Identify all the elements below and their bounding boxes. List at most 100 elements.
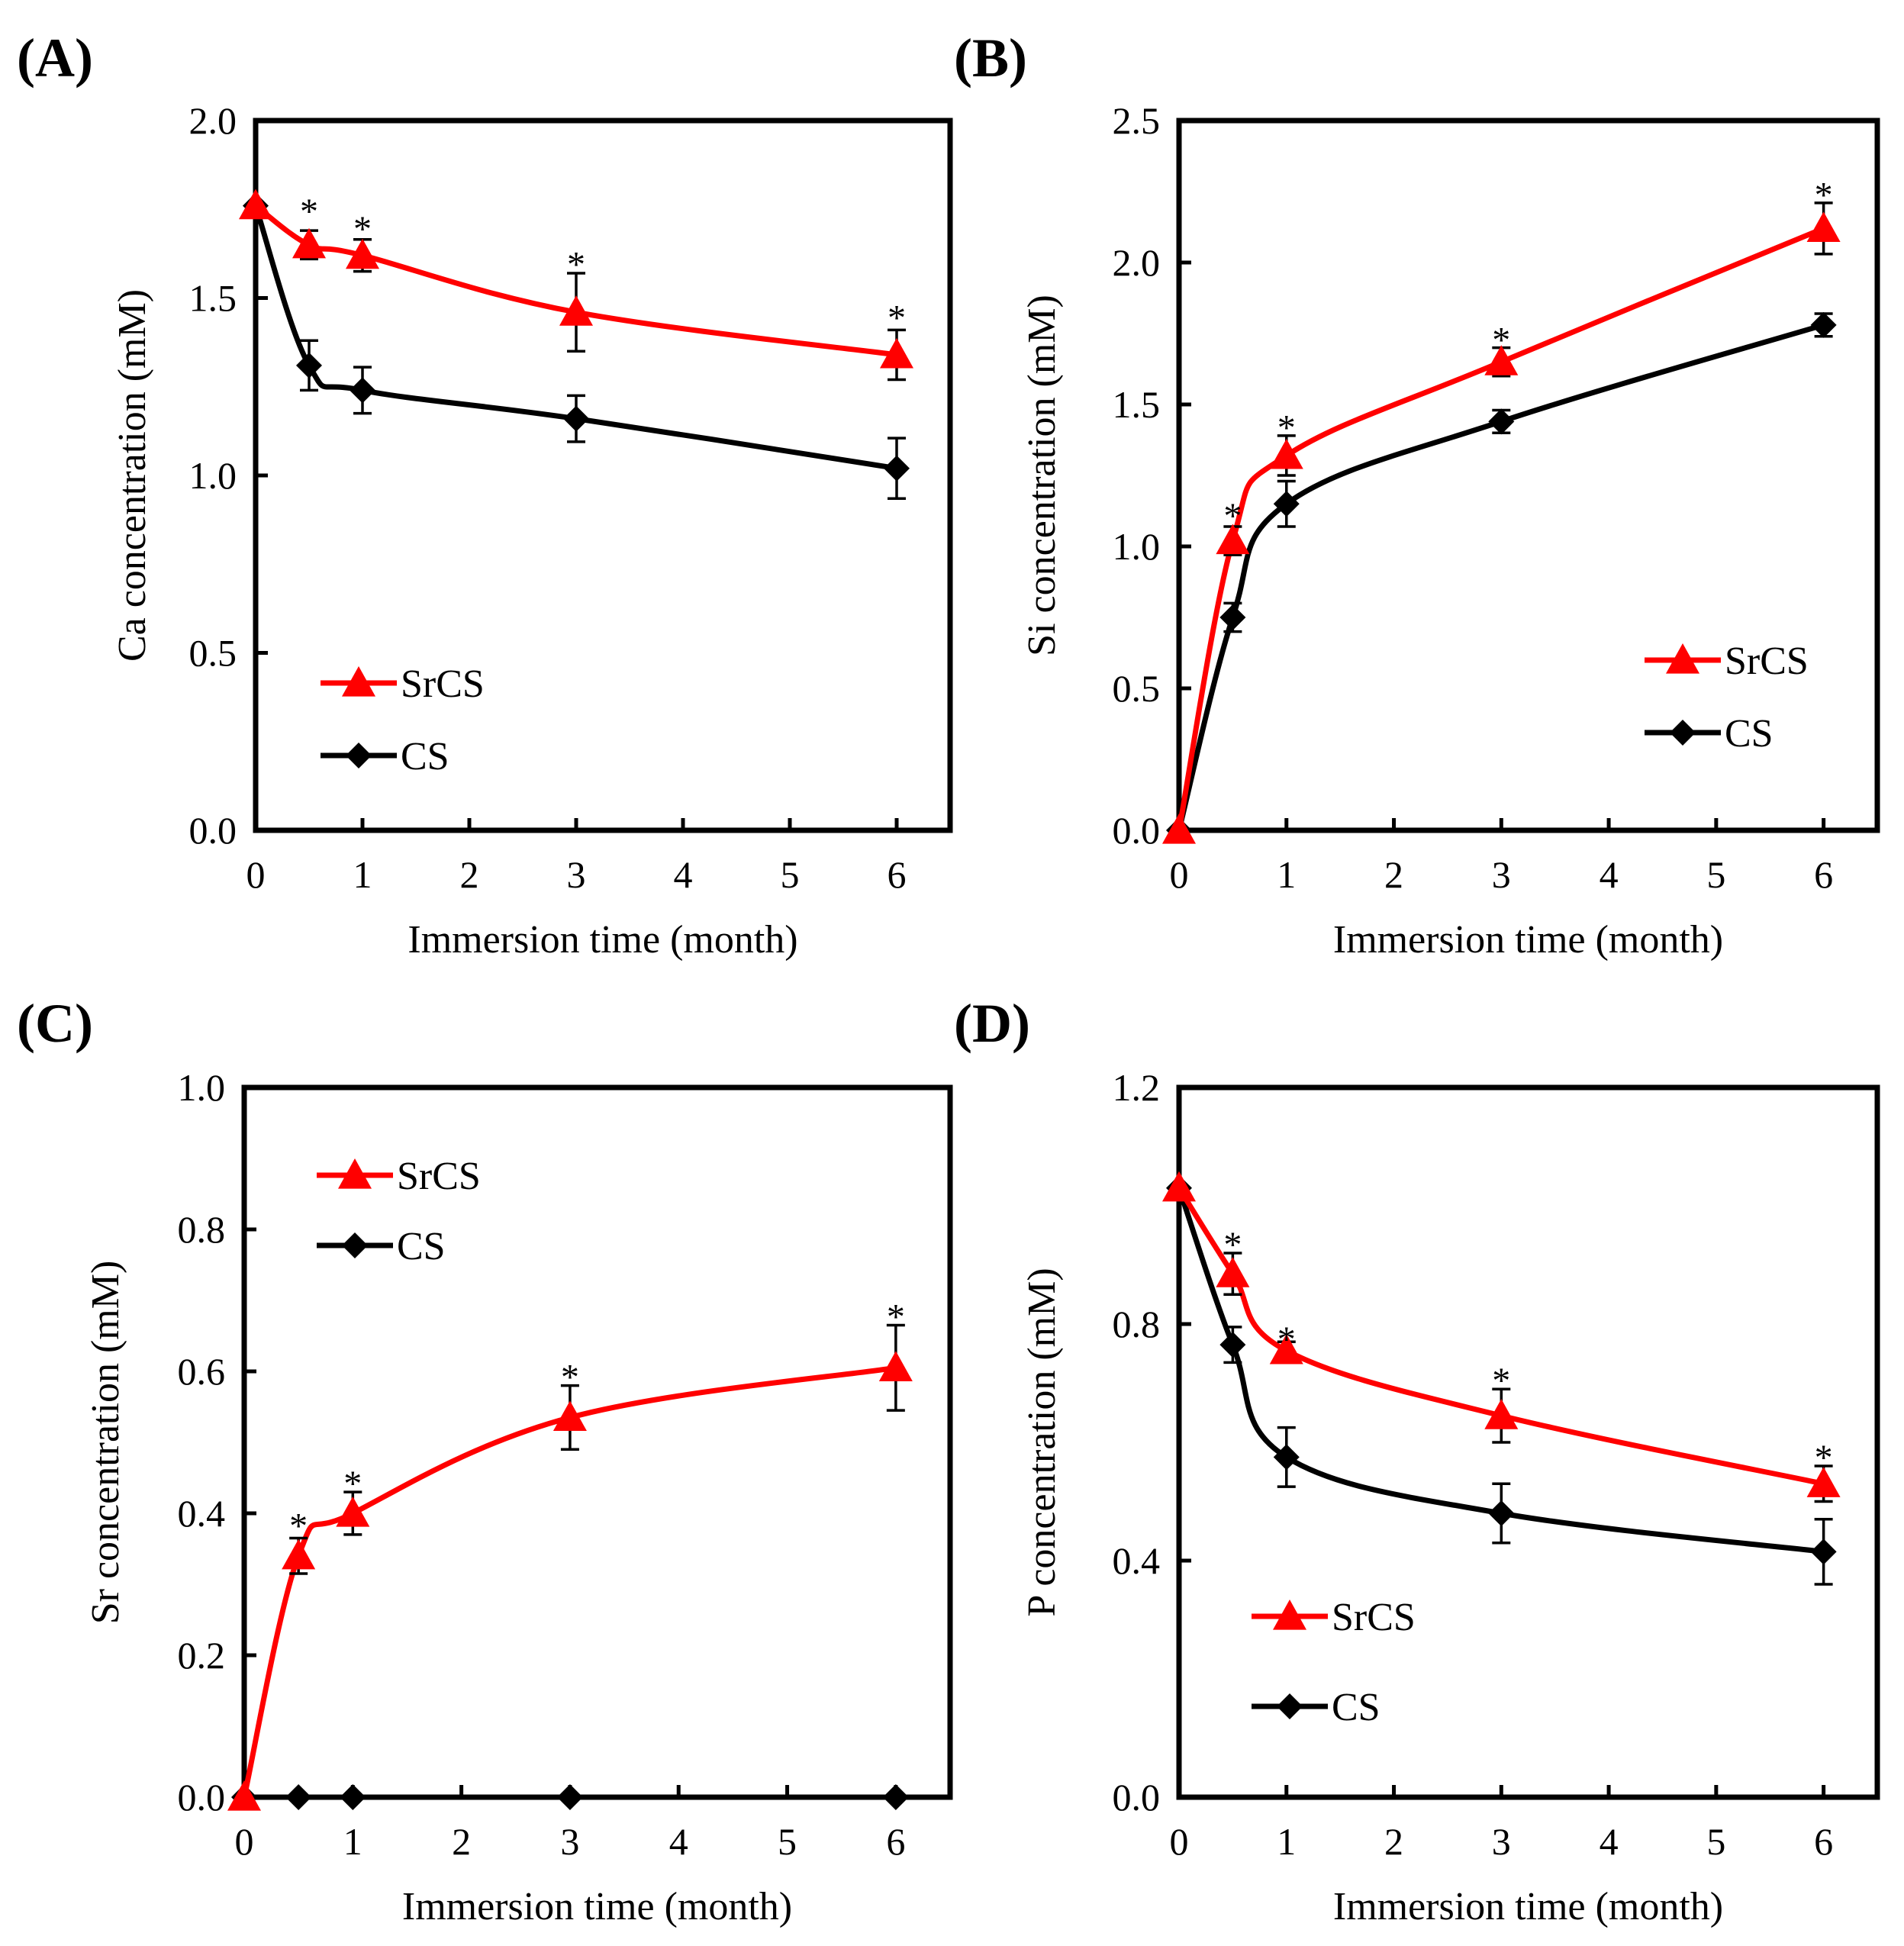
x-tick-label: 2 xyxy=(460,853,479,896)
panel-letter: (A) xyxy=(17,27,93,89)
legend-marker xyxy=(342,666,375,697)
y-tick-label: 2.0 xyxy=(1113,241,1161,284)
x-tick-label: 5 xyxy=(1706,853,1725,896)
data-point xyxy=(1484,345,1519,375)
legend-marker xyxy=(346,743,372,768)
legend-label: CS xyxy=(401,735,449,778)
data-point xyxy=(296,352,322,379)
data-point xyxy=(878,1351,913,1381)
x-axis-label: Immersion time (month) xyxy=(402,1885,792,1928)
data-point xyxy=(1216,1257,1250,1287)
data-point xyxy=(1484,1399,1519,1429)
legend-entry-srcs: SrCS xyxy=(321,662,485,706)
significance-mark: * xyxy=(1277,1319,1296,1360)
y-tick-label: 0.6 xyxy=(178,1350,226,1393)
data-point xyxy=(1269,438,1303,469)
series-line xyxy=(1176,1187,1825,1555)
x-axis-label: Immersion time (month) xyxy=(1333,1885,1723,1928)
data-point xyxy=(285,1784,312,1810)
significance-mark: * xyxy=(289,1506,308,1547)
x-tick-label: 1 xyxy=(343,1820,362,1863)
series-cs xyxy=(1166,311,1837,843)
plot-frame xyxy=(1176,118,1880,833)
x-axis-label: Immersion time (month) xyxy=(1333,918,1723,962)
x-tick-label: 4 xyxy=(1600,853,1619,896)
legend-marker xyxy=(1277,1693,1303,1719)
data-point xyxy=(1810,1538,1837,1565)
y-tick-label: 2.5 xyxy=(1113,99,1161,142)
x-tick-label: 6 xyxy=(886,1820,905,1863)
x-tick-label: 1 xyxy=(1277,1820,1296,1863)
data-point xyxy=(553,1400,587,1432)
series-line xyxy=(1176,322,1825,831)
series-cs xyxy=(243,192,910,500)
data-point xyxy=(1219,1332,1246,1358)
series-srcs xyxy=(1162,201,1841,844)
y-axis-label: P concentration (mM) xyxy=(1020,1268,1064,1616)
legend-label: SrCS xyxy=(1332,1596,1416,1639)
x-tick-label: 5 xyxy=(781,853,800,896)
data-point xyxy=(563,405,589,432)
y-tick-label: 1.5 xyxy=(1113,383,1161,426)
legend-entry-cs: CS xyxy=(321,735,449,778)
significance-mark: * xyxy=(887,1297,905,1337)
x-tick-label: 4 xyxy=(674,853,693,896)
x-tick-label: 1 xyxy=(1277,853,1296,896)
x-tick-label: 4 xyxy=(1600,1820,1619,1863)
legend-label: CS xyxy=(397,1225,446,1268)
legend-entry-cs: CS xyxy=(317,1225,446,1268)
x-tick-label: 4 xyxy=(669,1820,688,1863)
legend-entry-cs: CS xyxy=(1252,1686,1380,1729)
x-tick-label: 0 xyxy=(246,853,266,896)
legend-label: CS xyxy=(1332,1686,1380,1729)
legend-label: SrCS xyxy=(397,1155,481,1198)
x-tick-label: 0 xyxy=(235,1820,254,1863)
y-tick-label: 1.0 xyxy=(1113,525,1161,568)
panel-c: (C) 0 1 2 3 4 5 6 0.0 0.2 0.4 0.6 0.8 1.0 Immersion ti… xyxy=(17,993,953,1928)
y-tick-label: 1.2 xyxy=(1113,1066,1161,1109)
series-line xyxy=(1176,226,1825,831)
significance-mark: * xyxy=(888,298,906,338)
x-tick-label: 0 xyxy=(1170,1820,1189,1863)
significance-mark: * xyxy=(1223,1225,1242,1265)
data-point xyxy=(882,1784,909,1810)
y-tick-label: 0.0 xyxy=(178,1776,226,1819)
significance-mark: * xyxy=(1815,1438,1833,1478)
x-tick-label: 6 xyxy=(1814,1820,1833,1863)
panel-letter: (B) xyxy=(954,27,1027,89)
y-tick-label: 0.8 xyxy=(178,1208,226,1251)
x-tick-label: 3 xyxy=(1492,853,1511,896)
data-point xyxy=(227,1780,261,1811)
data-point xyxy=(1219,604,1246,630)
significance-mark: * xyxy=(1492,320,1510,360)
series-srcs xyxy=(227,1323,913,1811)
y-tick-label: 1.0 xyxy=(178,1066,226,1109)
legend-entry-srcs: SrCS xyxy=(1252,1596,1416,1639)
y-tick-label: 0.4 xyxy=(1113,1539,1161,1582)
significance-mark: * xyxy=(1277,408,1296,449)
series-srcs xyxy=(239,188,913,382)
data-point xyxy=(1273,491,1300,517)
data-point xyxy=(1806,1467,1841,1497)
plot-frame xyxy=(1176,1084,1880,1800)
y-tick-label: 0.2 xyxy=(178,1634,226,1677)
legend-marker xyxy=(338,1158,372,1189)
data-point xyxy=(1162,1171,1196,1202)
data-point xyxy=(282,1538,316,1570)
series-line xyxy=(253,205,897,472)
significance-mark: * xyxy=(1223,496,1242,536)
legend-marker xyxy=(342,1232,368,1258)
significance-mark: * xyxy=(300,192,318,232)
data-point xyxy=(556,1784,583,1810)
significance-mark: * xyxy=(561,1357,579,1397)
significance-mark: * xyxy=(1815,176,1833,216)
x-tick-label: 6 xyxy=(1814,853,1833,896)
panel-b: (B) 0 1 2 3 4 5 6 0.0 0.5 1.0 1.5 2.0 2.5 Immersion ti… xyxy=(954,27,1880,962)
series-cs xyxy=(231,1784,909,1810)
y-tick-label: 2.0 xyxy=(189,99,237,142)
x-tick-label: 2 xyxy=(452,1820,471,1863)
data-point xyxy=(340,1784,366,1810)
legend-entry-srcs: SrCS xyxy=(317,1155,481,1198)
data-point xyxy=(1806,211,1841,242)
